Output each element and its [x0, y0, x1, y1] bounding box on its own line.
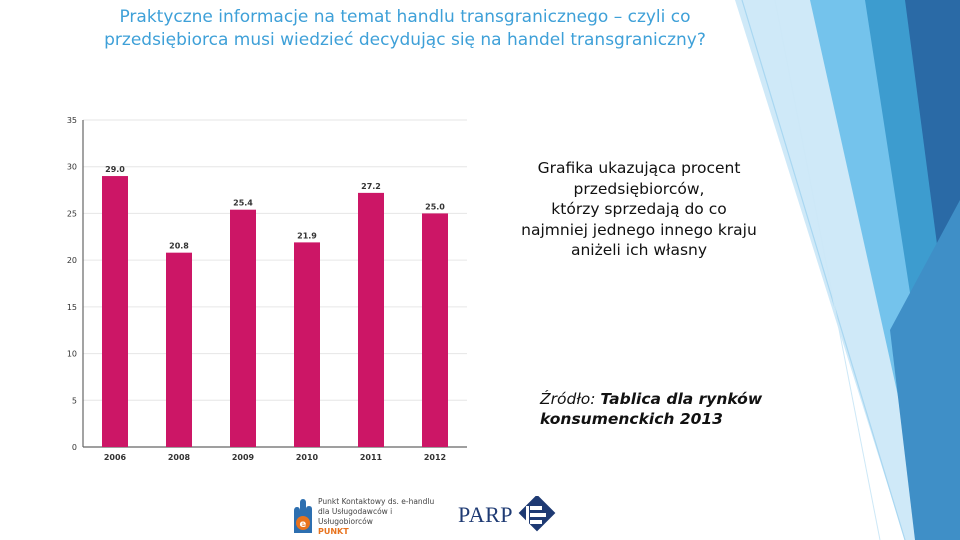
slide-title-line-2: przedsiębiorca musi wiedzieć decydując s…	[104, 30, 706, 50]
chart-y-tick-label: 5	[72, 396, 77, 405]
parp-wordmark: PARP	[458, 502, 514, 527]
chart-x-tick-label: 2010	[296, 453, 319, 462]
chart-bar	[358, 192, 384, 447]
chart-bar	[294, 242, 320, 447]
deco-thin-line	[741, 0, 906, 540]
chart-bar	[422, 213, 448, 447]
chart-y-tick-label: 15	[67, 303, 77, 312]
punkt-line-2: dla Usługodawców i Usługobiorców	[318, 507, 393, 526]
punkt-brand: PUNKT	[318, 527, 349, 536]
chart-bar	[102, 176, 128, 448]
chart-x-tick-label: 2006	[104, 453, 127, 462]
deco-bottom-wedge	[890, 200, 960, 540]
chart-y-tick-label: 30	[67, 163, 77, 172]
slide-title-line-1: Praktyczne informacje na temat handlu tr…	[119, 7, 691, 27]
punkt-line-1: Punkt Kontaktowy ds. e-handlu	[318, 497, 435, 506]
chart-data-label: 21.9	[297, 231, 317, 240]
hand-e-icon: e	[294, 499, 312, 533]
chart-y-tick-label: 25	[67, 209, 77, 218]
chart-data-label: 20.8	[169, 242, 189, 251]
chart-data-label: 29.0	[105, 165, 125, 174]
chart-data-label: 25.0	[425, 202, 445, 211]
svg-text:e: e	[300, 519, 307, 530]
chart-y-tick-label: 10	[67, 350, 77, 359]
source-prefix: Źródło:	[540, 390, 601, 408]
chart-x-tick-label: 2012	[424, 453, 446, 462]
description-line-3: którzy sprzedają do co	[551, 200, 727, 218]
chart-data-label: 27.2	[361, 182, 381, 191]
parp-emblem-icon	[518, 496, 556, 532]
source-publication: Tablica dla rynków konsumenckich 2013	[540, 390, 763, 428]
chart-bar	[166, 252, 192, 447]
description-line-4: najmniej jednego innego kraju	[521, 220, 757, 239]
bar-chart: 0 5 10 15 20 25 30 35 29.0 2006 20.8 2008 25.4 2009 21…	[67, 116, 467, 462]
punkt-kontaktowy-logo: e Punkt Kontaktowy ds. e-handlu dla Usłu…	[288, 495, 448, 536]
chart-x-tick-label: 2008	[168, 453, 191, 462]
source-note: Źródło: Tablica dla rynków konsumenckich…	[540, 389, 780, 429]
description-line-5: aniżeli ich własny	[570, 241, 708, 259]
chart-y-tick-label: 35	[67, 116, 77, 125]
deco-thin-line-2	[774, 0, 881, 540]
description-line-1: Grafika ukazująca procent	[537, 159, 741, 177]
chart-x-tick-label: 2009	[232, 453, 255, 462]
description-line-2: przedsiębiorców,	[573, 179, 705, 198]
chart-y-tick-label: 20	[67, 256, 77, 265]
chart-x-tick-label: 2011	[360, 453, 383, 462]
chart-description: Grafika ukazująca procent przedsiębiorcó…	[510, 158, 768, 261]
parp-logo: PARP	[458, 496, 558, 534]
chart-bar	[230, 209, 256, 447]
chart-y-tick-label: 0	[72, 443, 77, 452]
slide-title: Praktyczne informacje na temat handlu tr…	[60, 6, 750, 52]
chart-data-label: 25.4	[233, 199, 253, 208]
